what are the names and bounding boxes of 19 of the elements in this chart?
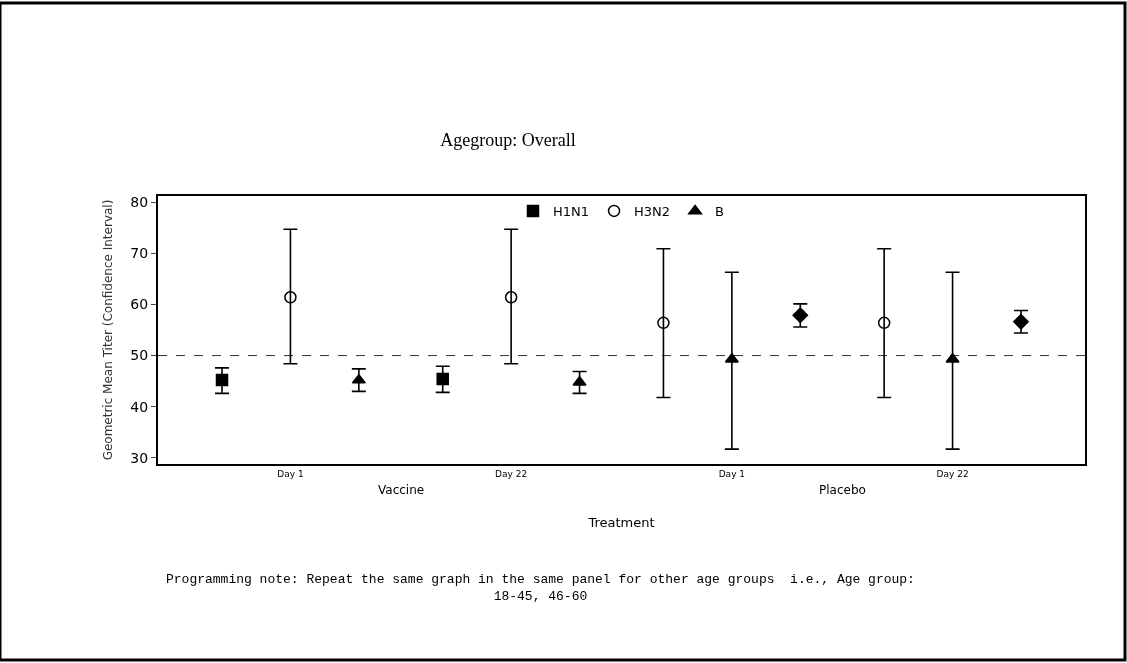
x-tick-label: Day 22: [936, 468, 969, 479]
y-tick-label: 70: [130, 245, 149, 262]
y-tick-label: 30: [130, 449, 149, 466]
y-tick-label: 60: [130, 296, 149, 313]
legend-label: H1N1: [553, 204, 590, 220]
y-tick-label: 50: [130, 347, 149, 364]
legend-label: B: [715, 204, 725, 220]
text: Programming note: Repeat the same graph in the same panel for other age groups i.e., Age group: 18-45, 46-60: [166, 572, 915, 604]
y-tick-label: 80: [130, 194, 149, 211]
y-axis-title: Geometric Mean Titer (Confidence Interval): [101, 199, 116, 461]
y-tick-label: 40: [130, 398, 149, 415]
text: Vaccine: [378, 483, 425, 497]
x-tick-label: Day 1: [277, 468, 304, 479]
x-axis-title: Treatment: [587, 514, 655, 530]
legend-label: H3N2: [634, 204, 671, 220]
text: Placebo: [819, 483, 866, 497]
x-tick-label: Day 1: [718, 468, 746, 479]
chart-title: Agegroup: Overall: [440, 130, 576, 151]
x-tick-label: Day 22: [495, 468, 528, 479]
